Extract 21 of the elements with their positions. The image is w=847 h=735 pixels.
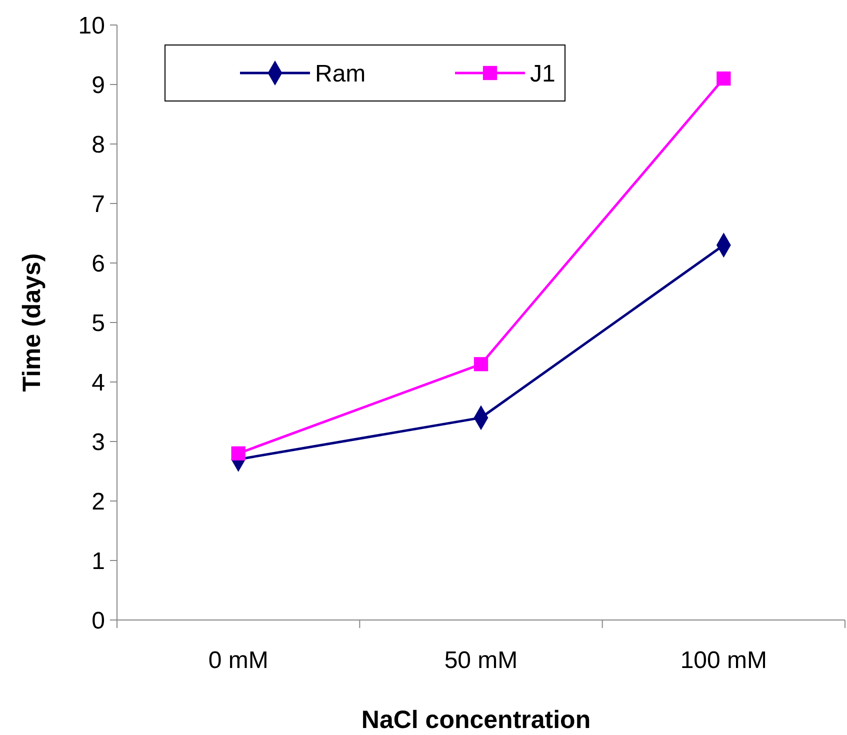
x-axis-title: NaCl concentration — [361, 706, 591, 734]
y-tick-label: 8 — [92, 131, 105, 158]
legend-label: J1 — [530, 60, 556, 88]
y-tick-label: 4 — [92, 369, 105, 396]
y-tick-label: 0 — [92, 607, 105, 634]
y-axis-title: Time (days) — [18, 253, 46, 392]
y-tick-label: 9 — [92, 72, 105, 99]
x-tick-label: 100 mM — [680, 647, 768, 674]
y-tick-label: 2 — [92, 488, 105, 516]
point — [716, 71, 731, 86]
y-tick-label: 6 — [92, 250, 105, 278]
y-tick-label: 5 — [92, 310, 105, 337]
y-tick-label: 10 — [78, 12, 105, 40]
point — [231, 446, 246, 460]
x-tick-label: 50 mM — [444, 647, 518, 674]
legend-label: Ram — [315, 60, 366, 88]
y-tick-label: 7 — [92, 190, 105, 218]
y-tick-label: 1 — [92, 548, 105, 575]
point — [474, 357, 488, 372]
x-tick-label: 0 mM — [208, 647, 268, 674]
y-tick-label: 3 — [92, 428, 105, 456]
